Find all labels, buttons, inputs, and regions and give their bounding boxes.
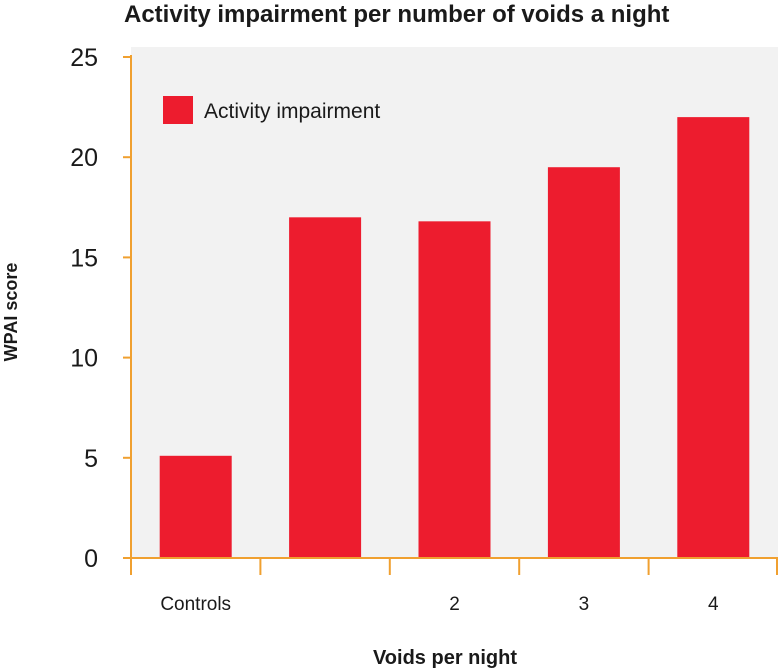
legend-label: Activity impairment: [204, 100, 380, 123]
y-tick-label: 25: [70, 44, 98, 72]
legend-swatch: [163, 96, 193, 124]
x-tick-label: 2: [449, 594, 460, 615]
y-tick-label: 15: [70, 244, 98, 272]
y-axis-label: WPAI score: [1, 263, 21, 362]
bar: [677, 117, 750, 559]
x-tick-label: 4: [708, 594, 719, 615]
y-tick-label: 10: [70, 345, 98, 373]
y-tick-label: 0: [84, 545, 98, 573]
y-axis-ticks: 0 5 10 15 20 25: [70, 44, 131, 573]
bar: [289, 217, 362, 558]
y-tick-label: 5: [84, 445, 98, 473]
x-axis-label: Voids per night: [373, 647, 517, 669]
legend: Activity impairment: [163, 96, 380, 124]
x-tick-label: 3: [579, 594, 590, 615]
y-tick-label: 20: [70, 144, 98, 172]
bar: [159, 455, 232, 558]
bar: [418, 221, 491, 558]
x-tick-label: Controls: [160, 594, 231, 615]
x-axis-ticks: Controls 2 3 4: [130, 558, 778, 615]
bar-series: [159, 117, 750, 559]
bar: [547, 167, 620, 558]
chart-title: Activity impairment per number of voids …: [124, 1, 670, 28]
